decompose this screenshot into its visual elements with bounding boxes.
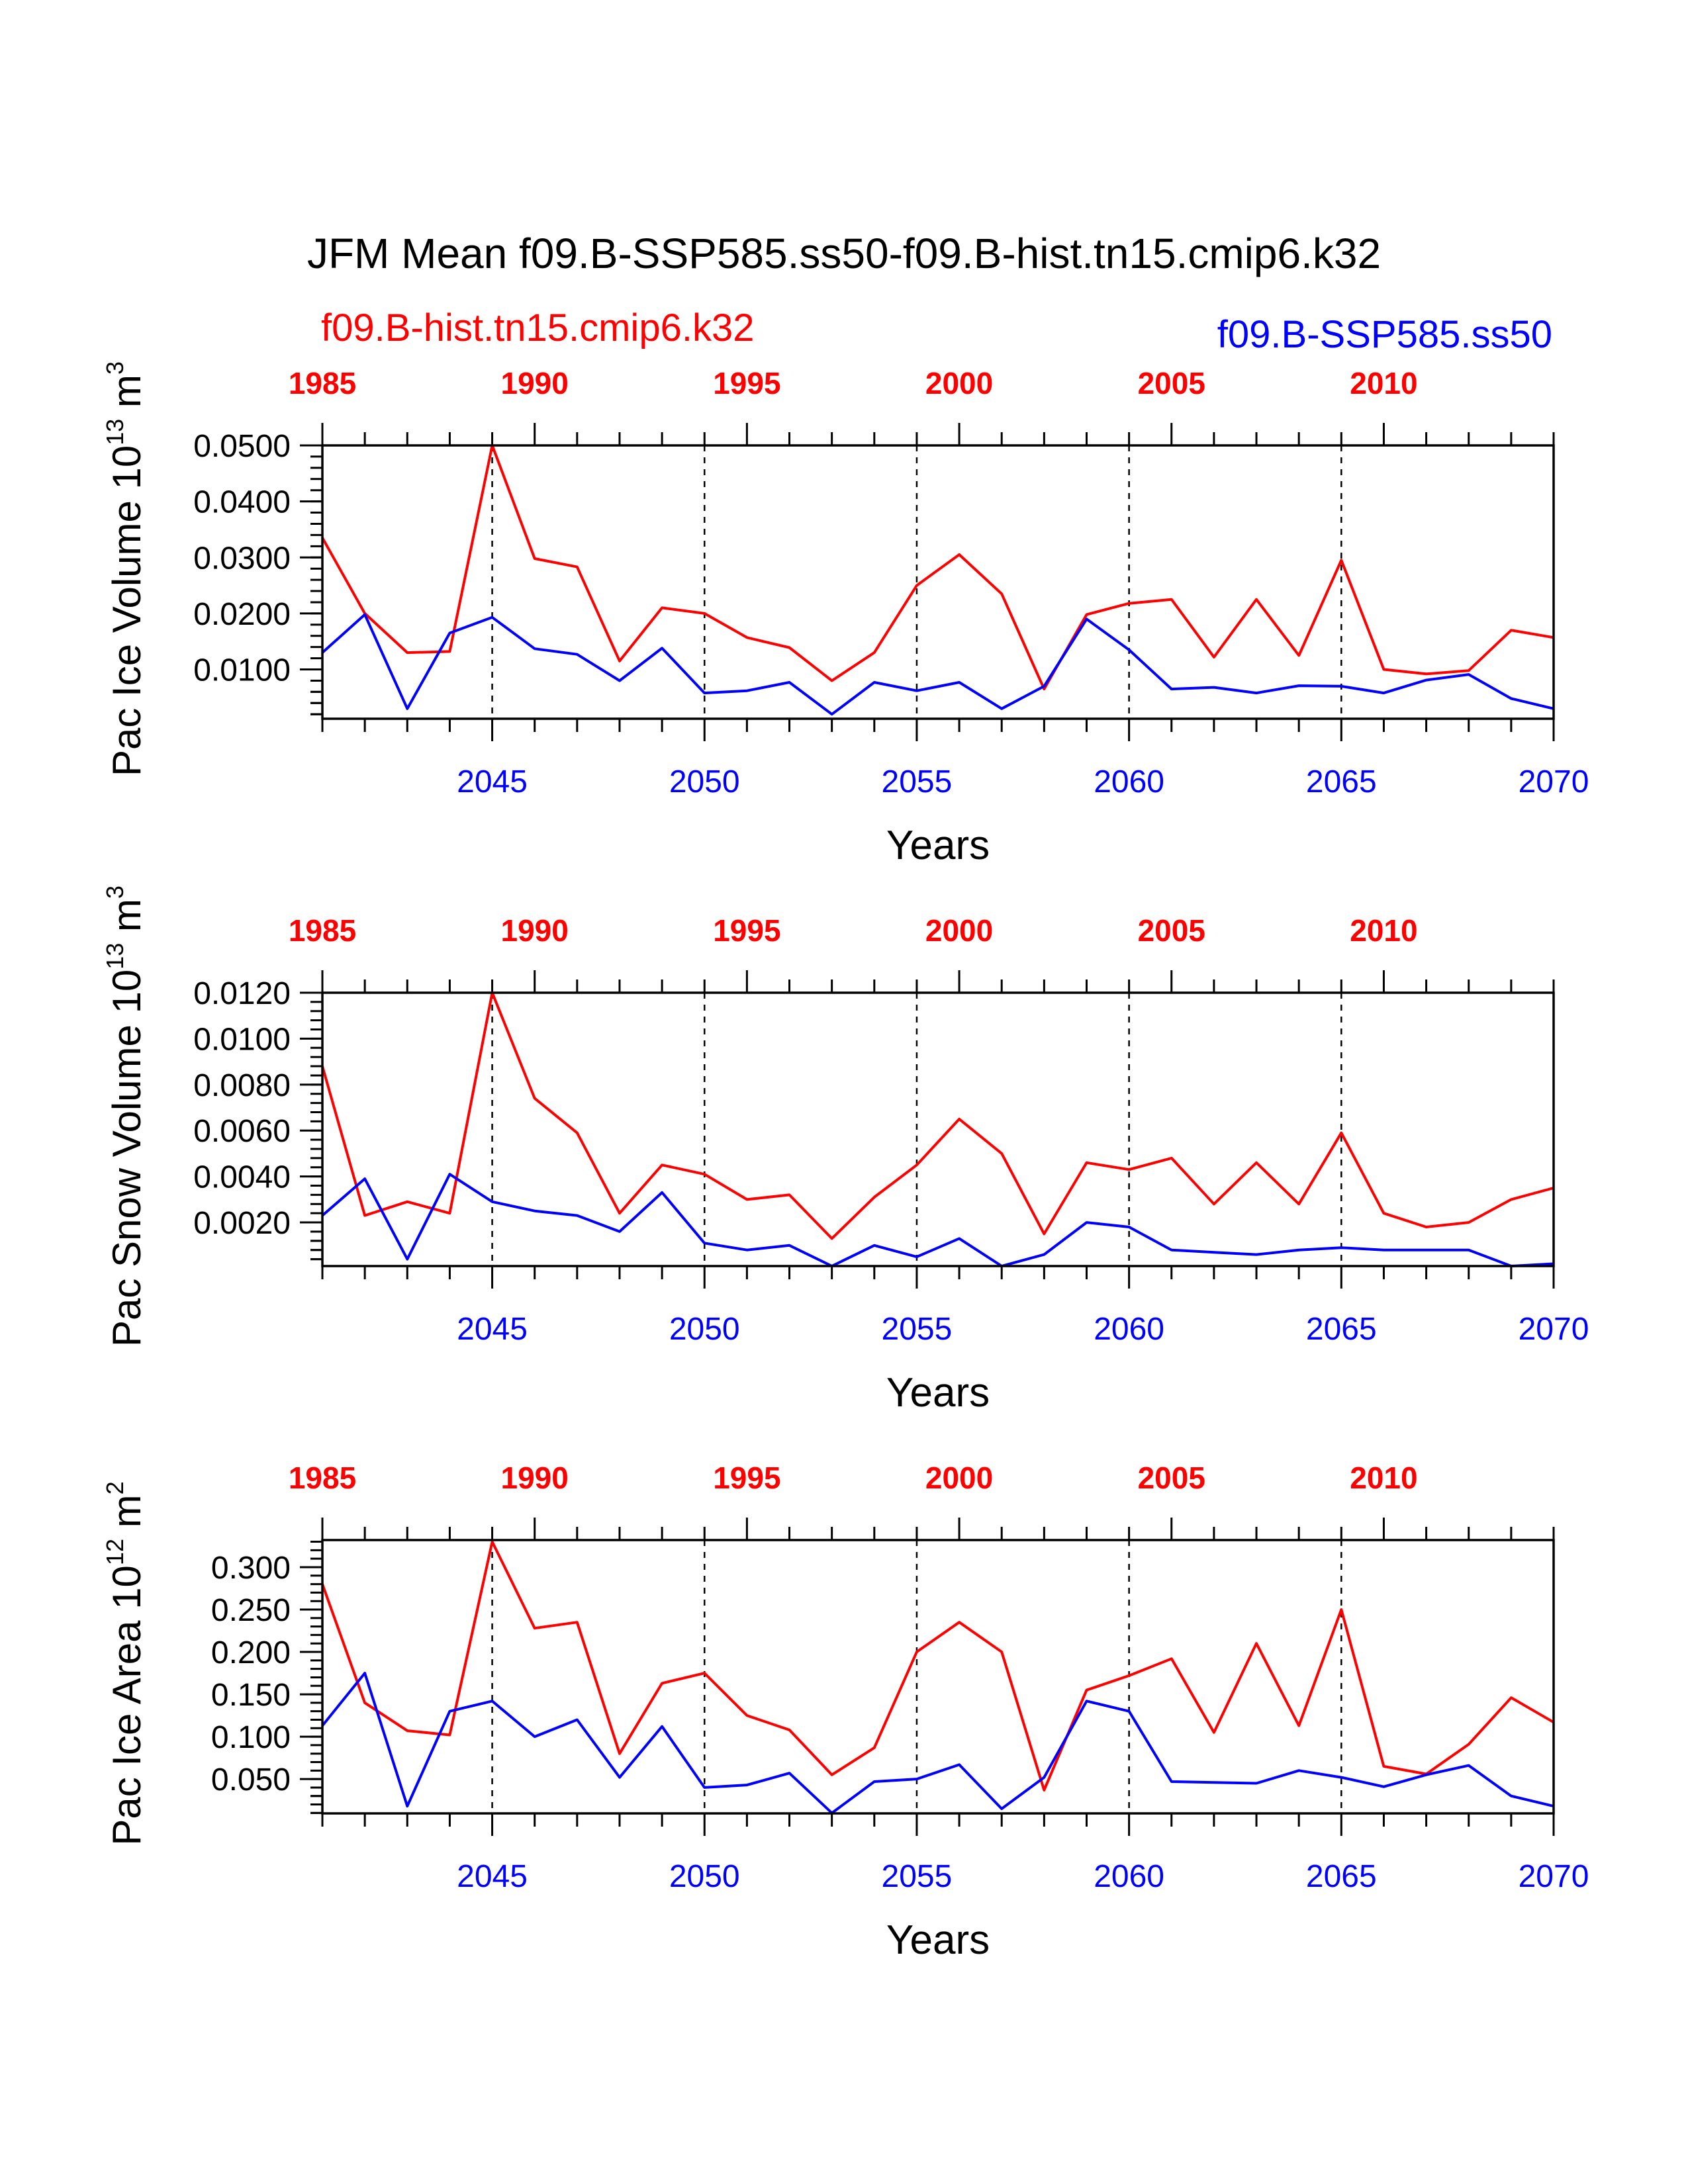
series-line-ssp (321, 613, 1554, 716)
top-tick-label: 2010 (1350, 913, 1417, 948)
top-tick-label: 2005 (1138, 366, 1205, 400)
plot-frame (321, 991, 1555, 1267)
bottom-tick-label: 2050 (669, 764, 740, 799)
x-axis-label: Years (886, 823, 990, 868)
top-tick-label: 1985 (289, 913, 356, 948)
chart-panels: 0.0100 0.0200 0.0300 0.0400 0.0500 2045 2050 20… (101, 361, 1589, 1963)
series-line-hist (321, 991, 1554, 1240)
top-tick-label: 1990 (501, 913, 569, 948)
y-axis-label: Pac Ice Area 1012 m2 (101, 1481, 149, 1845)
bottom-tick-label: 2045 (457, 1312, 528, 1347)
x-axis-label: Years (886, 1370, 990, 1416)
top-tick-label: 1985 (289, 366, 356, 400)
y-tick-label: 0.0080 (193, 1068, 291, 1103)
y-tick-label: 0.0500 (193, 429, 291, 464)
top-tick-label: 1995 (713, 1461, 780, 1495)
top-tick-label: 2005 (1138, 913, 1205, 948)
y-tick-label: 0.200 (211, 1635, 291, 1670)
y-tick-label: 0.050 (211, 1762, 291, 1797)
y-tick-label: 0.0100 (193, 653, 291, 688)
y-tick-label: 0.0200 (193, 597, 291, 632)
bottom-tick-label: 2060 (1094, 1859, 1164, 1894)
bottom-tick-label: 2070 (1519, 1859, 1589, 1894)
y-axis-label: Pac Ice Volume 1013 m3 (101, 361, 149, 776)
y-tick-label: 0.0300 (193, 541, 291, 576)
top-tick-label: 2000 (925, 913, 993, 948)
y-tick-label: 0.150 (211, 1678, 291, 1713)
bottom-tick-label: 2065 (1306, 764, 1377, 799)
y-axis-label: Pac Snow Volume 1013 m3 (101, 886, 149, 1347)
bottom-tick-label: 2070 (1519, 764, 1589, 799)
figure-title: JFM Mean f09.B-SSP585.ss50-f09.B-hist.tn… (307, 230, 1381, 277)
bottom-tick-label: 2055 (882, 764, 953, 799)
panel-ice-volume: 0.0100 0.0200 0.0300 0.0400 0.0500 2045 2050 20… (101, 361, 1589, 868)
series-line-hist (321, 1540, 1555, 1792)
bottom-tick-label: 2045 (457, 1859, 528, 1894)
top-tick-label: 1985 (289, 1461, 356, 1495)
top-tick-label: 2010 (1350, 366, 1417, 400)
series-line-hist (321, 444, 1554, 691)
bottom-tick-label: 2055 (882, 1859, 953, 1894)
y-tick-label: 0.0100 (193, 1022, 291, 1057)
y-tick-label: 0.0020 (193, 1206, 291, 1241)
top-tick-label: 2000 (925, 366, 993, 400)
y-tick-label: 0.0060 (193, 1114, 291, 1149)
y-tick-label: 0.100 (211, 1720, 291, 1755)
y-tick-label: 0.0400 (193, 485, 291, 520)
legend-ssp-label: f09.B-SSP585.ss50 (1217, 313, 1552, 356)
bottom-tick-label: 2065 (1306, 1312, 1377, 1347)
bottom-tick-label: 2050 (669, 1312, 740, 1347)
y-tick-label: 0.250 (211, 1593, 291, 1628)
panel-snow-volume: 0.0020 0.0040 0.0060 0.0080 0.0100 0.0120 2045… (101, 886, 1589, 1416)
bottom-tick-label: 2070 (1519, 1312, 1589, 1347)
top-tick-label: 2005 (1138, 1461, 1205, 1495)
series-line-ssp (321, 1173, 1554, 1267)
plot-frame (321, 1539, 1555, 1815)
legend-hist-label: f09.B-hist.tn15.cmip6.k32 (321, 306, 754, 349)
top-tick-label: 1990 (501, 366, 569, 400)
series-line-ssp (321, 1672, 1554, 1815)
bottom-tick-label: 2050 (669, 1859, 740, 1894)
bottom-tick-label: 2060 (1094, 764, 1164, 799)
x-axis-label: Years (886, 1917, 990, 1963)
bottom-tick-label: 2065 (1306, 1859, 1377, 1894)
y-tick-label: 0.300 (211, 1551, 291, 1586)
top-tick-label: 2010 (1350, 1461, 1417, 1495)
y-tick-label: 0.0120 (193, 976, 291, 1011)
top-tick-label: 1995 (713, 913, 780, 948)
bottom-tick-label: 2055 (882, 1312, 953, 1347)
bottom-tick-label: 2060 (1094, 1312, 1164, 1347)
top-tick-label: 1990 (501, 1461, 569, 1495)
plot-frame (321, 444, 1555, 720)
top-tick-label: 1995 (713, 366, 780, 400)
bottom-tick-label: 2045 (457, 764, 528, 799)
panel-ice-area: 0.050 0.100 0.150 0.200 0.250 0.300 2045 2050 20… (101, 1461, 1589, 1963)
y-tick-label: 0.0040 (193, 1160, 291, 1195)
top-tick-label: 2000 (925, 1461, 993, 1495)
